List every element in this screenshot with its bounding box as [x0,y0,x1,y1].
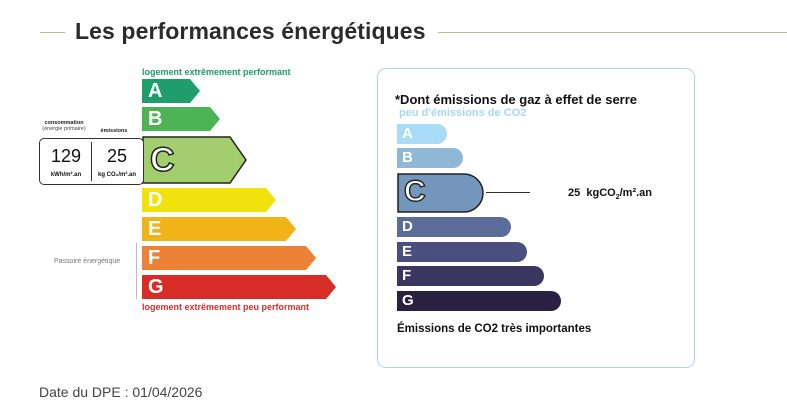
dpe-date: Date du DPE : 01/04/2026 [39,384,203,400]
dpe-class-letter: E [148,218,162,240]
dpe-arrow-shape [142,217,296,241]
ges-class-e: E [397,242,527,262]
emissions-header: émissions [100,128,128,134]
ges-indicator-line [486,192,530,193]
dpe-top-note: logement extrêmement performant [142,67,291,77]
ges-bar-shape [397,242,527,262]
dpe-class-a: A [142,79,200,103]
dpe-bottom-note: logement extrêmement peu performant [142,302,310,312]
ges-class-f: F [397,266,544,286]
ges-class-g: G [397,291,561,311]
dpe-class-c-selected: C [142,136,248,184]
ges-class-letter: C [403,175,426,208]
passoire-label: Passoire énergétique [54,258,121,265]
consumption-unit: kWh/m².an [50,172,82,178]
page-title: Les performances énergétiques [75,18,426,44]
emissions-value: 25 [106,146,128,166]
ges-bar-shape [397,266,544,286]
consumption-value: 129 [50,146,82,166]
ges-unit-suffix: /m².an [619,187,653,199]
dpe-class-e: E [142,217,296,241]
dpe-class-letter: D [148,189,163,211]
ges-class-d: D [397,217,511,237]
passoire-bracket [136,243,137,299]
ges-class-letter: B [402,149,413,166]
dpe-class-letter: F [148,247,161,269]
ges-unit-prefix: kgCO [586,187,616,199]
consumption-header-line1: consommation [44,120,84,126]
ges-class-b: B [397,148,463,168]
dpe-class-letter: B [148,108,163,130]
ges-class-a: A [397,124,447,144]
section-heading: Les performances énergétiques [0,18,787,48]
dpe-arrow-shape [142,107,220,131]
ges-unit-sub: 2 [615,194,620,202]
ges-subtitle: peu d'émissions de CO2 [399,107,527,119]
consumption-header: consommation (énergie primaire) [40,120,88,132]
dpe-class-letter: C [149,140,175,180]
dpe-class-g: G [142,275,336,299]
ges-value-number: 25 [568,187,581,199]
ges-class-letter: G [402,292,414,309]
ges-bar-shape [397,148,463,168]
dpe-class-d: D [142,188,276,212]
dpe-arrow-shape [142,246,316,270]
ges-bar-shape [397,291,561,311]
consumption-header-line2: (énergie primaire) [42,126,86,132]
ges-class-letter: F [402,267,412,284]
value-divider [91,142,92,181]
ges-bar-shape [397,217,511,237]
heading-rule-right [438,32,787,33]
dpe-arrow-shape [142,79,200,103]
ges-title: *Dont émissions de gaz à effet de serre [395,92,638,107]
ges-class-c-selected: C [397,173,485,213]
dpe-class-letter: G [148,276,164,298]
dpe-arrow-shape [142,275,336,299]
dpe-class-b: B [142,107,220,131]
ges-class-letter: A [402,125,413,142]
ges-bar-shape [397,124,447,144]
ges-class-letter: D [402,218,413,235]
ges-value: 25 kgCO2/m².an [568,187,652,201]
emissions-unit: kg CO₂/m².an [97,172,136,178]
ges-bar-shape [397,173,484,213]
dpe-class-f: F [142,246,316,270]
heading-rule-left [40,32,65,33]
ges-footer: Émissions de CO2 très importantes [397,323,592,335]
dpe-class-letter: A [148,80,163,102]
ges-class-letter: E [402,243,413,260]
dpe-arrow-shape [142,188,276,212]
